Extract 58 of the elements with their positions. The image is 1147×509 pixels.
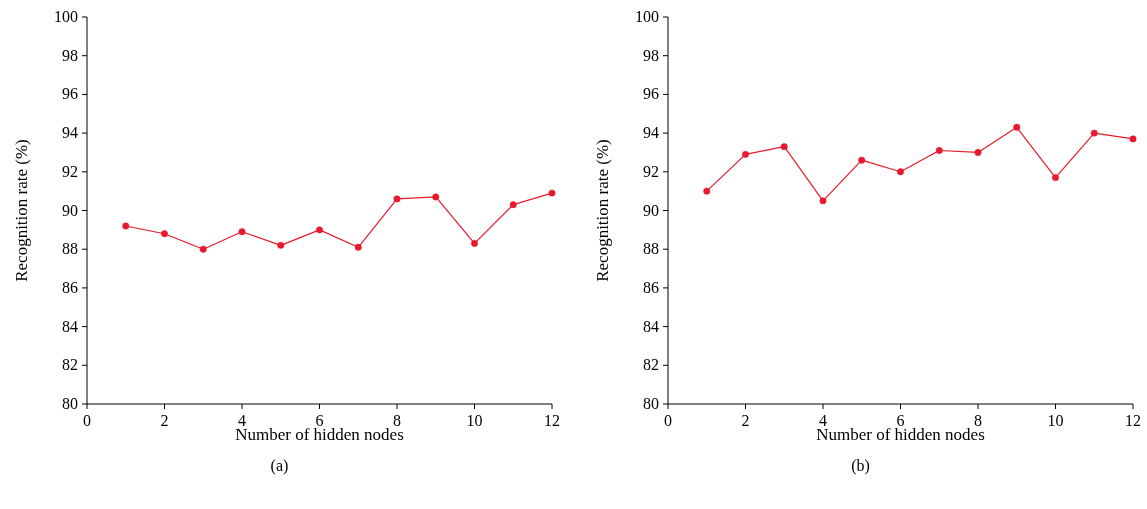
point <box>1052 174 1059 182</box>
point <box>742 150 749 158</box>
y-tick-label: 98 <box>643 46 659 64</box>
point <box>935 147 943 154</box>
y-tick-label: 84 <box>643 317 659 335</box>
y-tick-label: 94 <box>643 124 659 142</box>
y-tick-label: 96 <box>62 85 78 103</box>
y-tick-label: 86 <box>62 278 78 296</box>
point <box>1129 135 1137 143</box>
y-tick-label: 86 <box>643 278 659 296</box>
point <box>897 168 904 176</box>
point <box>277 241 285 249</box>
point <box>161 230 168 238</box>
x-tick-label: 12 <box>1125 412 1141 429</box>
y-axis-title: Recognition rate (%) <box>593 139 612 282</box>
y-tick-label: 80 <box>643 395 659 412</box>
y-tick-label: 88 <box>62 240 78 258</box>
point <box>432 193 440 201</box>
y-tick-label: 94 <box>62 124 78 142</box>
y-tick-label: 84 <box>62 317 78 335</box>
point <box>509 201 517 209</box>
point <box>316 226 323 234</box>
point <box>238 228 246 236</box>
point <box>1013 123 1021 131</box>
point <box>858 156 866 164</box>
y-tick-label: 80 <box>62 395 78 412</box>
point <box>122 222 130 230</box>
point <box>199 245 207 253</box>
y-tick-label: 98 <box>62 46 78 64</box>
y-axis-title: Recognition rate (%) <box>12 139 31 282</box>
point <box>703 187 711 195</box>
x-tick-label: 10 <box>1047 412 1064 429</box>
point <box>548 189 556 197</box>
y-tick-label: 96 <box>643 85 659 103</box>
y-tick-label: 100 <box>635 8 659 25</box>
point <box>1090 129 1098 137</box>
point <box>354 243 362 251</box>
x-tick-label: 2 <box>160 412 169 429</box>
point <box>471 239 478 247</box>
y-tick-label: 88 <box>643 240 659 258</box>
point <box>780 143 788 151</box>
x-tick-label: 0 <box>83 412 91 429</box>
y-tick-label: 100 <box>54 8 78 25</box>
x-tick-label: 10 <box>466 412 483 429</box>
y-tick-label: 82 <box>643 356 659 374</box>
point <box>393 195 401 203</box>
y-tick-label: 90 <box>643 201 659 219</box>
y-tick-label: 92 <box>62 162 78 180</box>
x-tick-label: 0 <box>664 412 672 429</box>
x-tick-label: 2 <box>741 412 750 429</box>
text: (b) <box>851 457 870 475</box>
point <box>819 197 827 205</box>
y-tick-label: 92 <box>643 162 659 180</box>
text: (a) <box>270 457 289 475</box>
x-tick-label: 12 <box>544 412 560 429</box>
y-tick-label: 90 <box>62 201 78 219</box>
point <box>974 149 982 156</box>
y-tick-label: 82 <box>62 356 78 374</box>
